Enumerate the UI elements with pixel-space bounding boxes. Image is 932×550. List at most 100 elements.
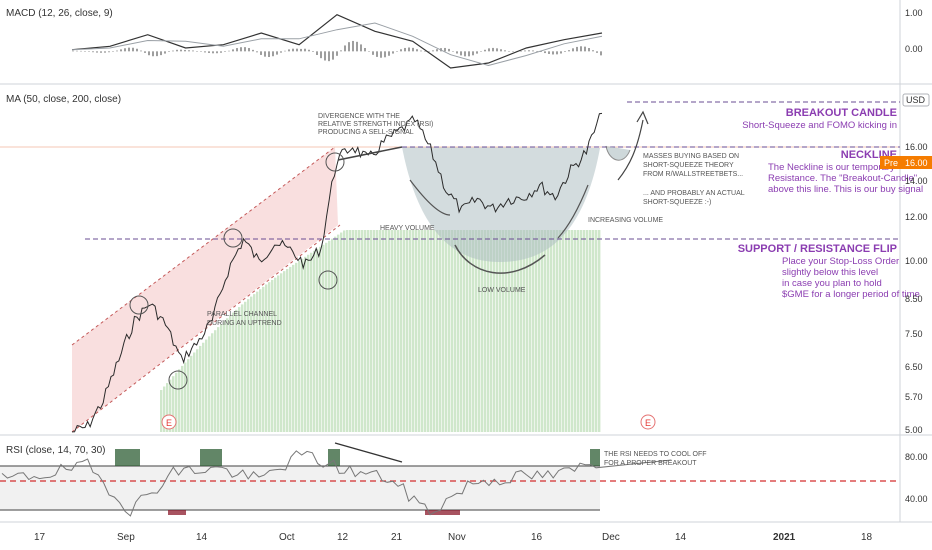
macd-histogram-bar — [248, 48, 250, 52]
macd-histogram-bar — [160, 51, 162, 56]
macd-histogram-bar — [124, 48, 126, 52]
volume-bar — [526, 230, 529, 432]
volume-bar — [310, 252, 313, 432]
volume-bar — [208, 336, 211, 432]
macd-histogram-bar — [252, 49, 254, 52]
volume-bar — [385, 230, 388, 432]
earnings-marker-text: E — [645, 418, 651, 428]
macd-histogram-bar — [540, 51, 542, 53]
probably-annotation-2: SHORT-SQUEEZE :-) — [643, 199, 711, 206]
macd-histogram-bar — [388, 51, 390, 56]
x-label: 14 — [196, 532, 208, 543]
macd-histogram-bar — [332, 51, 334, 60]
macd-histogram-bar — [356, 41, 358, 52]
macd-histogram-bar — [560, 51, 562, 54]
earnings-marker[interactable] — [161, 414, 177, 430]
macd-histogram-bar — [224, 51, 226, 52]
breakout-arrowhead — [636, 110, 649, 125]
volume-bar — [286, 269, 289, 432]
channel-touch-circle — [325, 152, 345, 172]
volume-bar — [184, 362, 187, 432]
volume-bar — [292, 264, 295, 432]
volume-bar — [220, 324, 223, 432]
macd-histogram-bar — [464, 51, 466, 57]
x-label: Oct — [279, 532, 295, 543]
macd-histogram-bar — [228, 50, 230, 52]
macd-histogram-bar — [488, 48, 490, 52]
volume-bar — [553, 230, 556, 432]
volume-bar — [283, 271, 286, 432]
masses-annotation-3: FROM R/WALLSTREETBETS... — [643, 171, 743, 178]
macd-histogram-bar — [496, 48, 498, 52]
channel-touch-circle — [168, 370, 188, 390]
macd-histogram-bar — [380, 51, 382, 58]
volume-bar — [583, 230, 586, 432]
volume-bar — [460, 230, 463, 432]
macd-histogram-bar — [596, 51, 598, 53]
macd-histogram-bar — [344, 45, 346, 52]
macd-histogram-bar — [208, 51, 210, 54]
cup-arc-right — [557, 184, 589, 239]
volume-bar — [544, 230, 547, 432]
rsi-overbought-fill — [115, 449, 140, 466]
macd-histogram-bar — [100, 51, 102, 53]
macd-histogram-bar — [88, 51, 90, 52]
volume-bar — [337, 234, 340, 432]
earnings-marker-text: E — [166, 418, 172, 428]
macd-histogram-bar — [512, 51, 514, 52]
macd-histogram-bar — [564, 51, 566, 53]
volume-bar — [556, 230, 559, 432]
macd-histogram-bar — [232, 49, 234, 52]
probably-annotation-1: ... AND PROBABLY AN ACTUAL — [643, 190, 745, 197]
channel-touch-circle — [129, 295, 149, 315]
volume-bar — [532, 230, 535, 432]
macd-histogram-bar — [592, 50, 594, 52]
volume-bar — [358, 230, 361, 432]
macd-histogram-bar — [432, 50, 434, 52]
volume-bar — [364, 230, 367, 432]
rsi-line — [1, 450, 672, 517]
volume-bar — [376, 230, 379, 432]
price-tick: 14.00 — [905, 176, 928, 186]
volume-bar — [472, 230, 475, 432]
parallel-annotation-2: DURING AN UPTREND — [207, 320, 282, 327]
volume-bar — [169, 379, 172, 432]
support-title: SUPPORT / RESISTANCE FLIP — [738, 243, 897, 255]
macd-histogram-bar — [396, 51, 398, 52]
macd-histogram-bar — [328, 51, 330, 62]
volume-bar — [316, 248, 319, 432]
volume-bar — [382, 230, 385, 432]
macd-histogram-bar — [532, 50, 534, 52]
macd-histogram-bar — [212, 51, 214, 54]
volume-bar — [421, 230, 424, 432]
earnings-marker[interactable] — [640, 414, 656, 430]
macd-histogram-bar — [112, 51, 114, 52]
macd-histogram-bar — [192, 50, 194, 52]
macd-histogram-bar — [404, 47, 406, 52]
volume-bar — [427, 230, 430, 432]
rsi-overbought-fill — [590, 449, 600, 466]
volume-bar — [175, 372, 178, 432]
currency-badge[interactable] — [902, 93, 930, 107]
macd-histogram-bar — [308, 49, 310, 52]
heavy-volume-label: HEAVY VOLUME — [380, 225, 435, 232]
volume-bar — [370, 230, 373, 432]
macd-histogram-bar — [304, 48, 306, 52]
volume-bar — [457, 230, 460, 432]
volume-bar — [487, 230, 490, 432]
price-tick: 5.70 — [905, 392, 923, 402]
support-text-1: Place your Stop-Loss Order — [782, 256, 899, 267]
price-tick: 8.50 — [905, 294, 923, 304]
macd-histogram-bar — [260, 51, 262, 55]
rsi-tick-40: 40.00 — [905, 494, 928, 504]
neckline-text-1: The Neckline is our temporary — [768, 162, 895, 173]
volume-bar — [430, 230, 433, 432]
volume-bar — [598, 230, 601, 432]
volume-bar — [181, 365, 184, 432]
macd-histogram-bar — [340, 50, 342, 52]
premarket-badge — [880, 156, 932, 169]
macd-histogram-bar — [276, 51, 278, 55]
x-label: 18 — [861, 532, 873, 543]
volume-bar — [550, 230, 553, 432]
macd-histogram-bar — [336, 51, 338, 56]
